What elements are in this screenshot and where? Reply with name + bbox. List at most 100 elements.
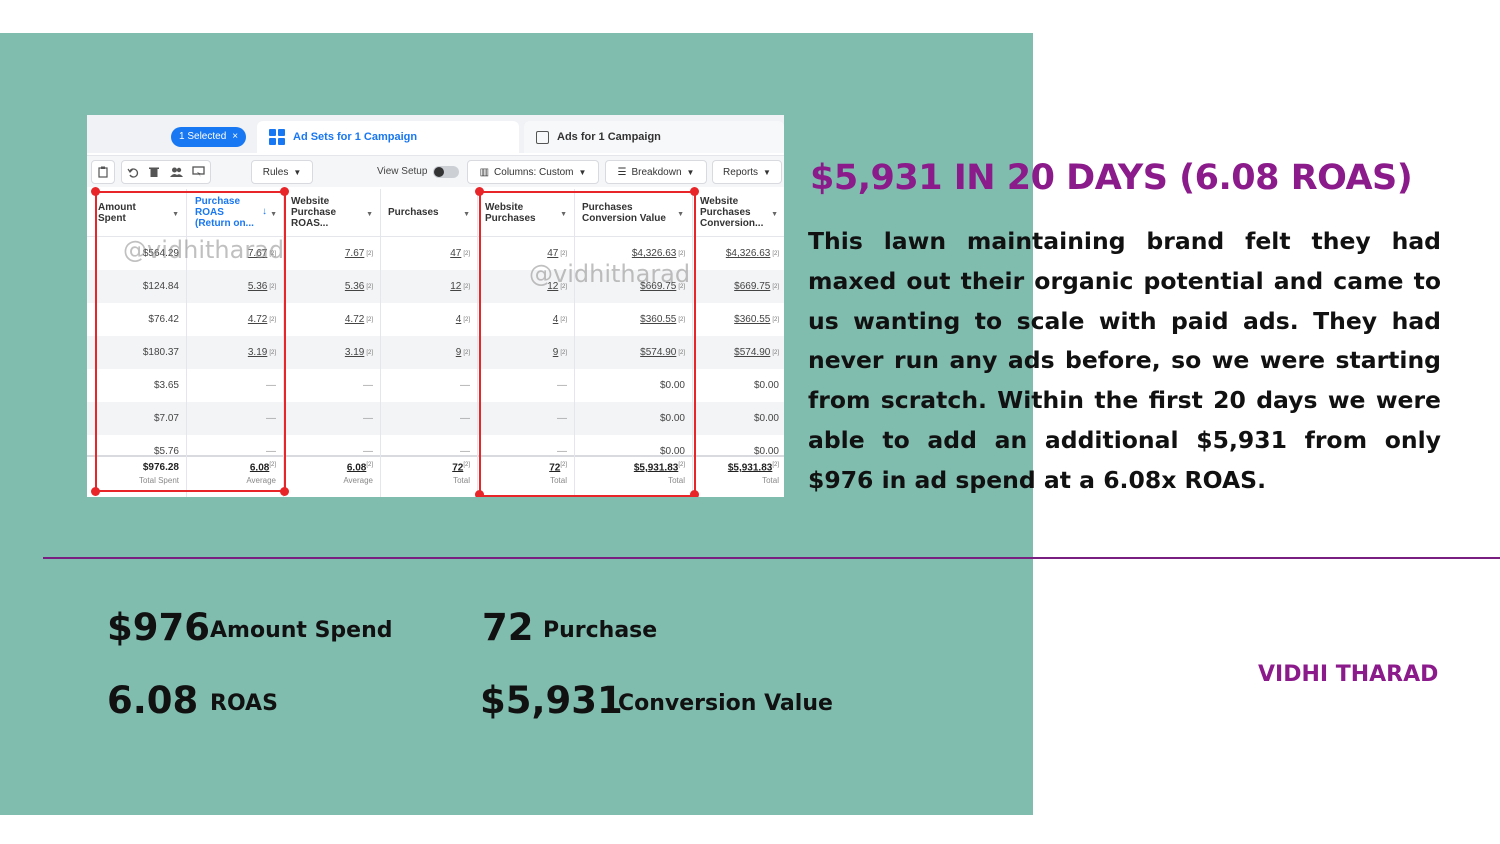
table-cell: 7.67 [2]: [247, 248, 276, 259]
table-cell: $7.07: [153, 413, 179, 424]
table-cell: —: [266, 380, 276, 391]
caret-down-icon: ▼: [293, 167, 302, 177]
footnote-mark: [2]: [560, 349, 567, 356]
stat-roas-value: 6.08: [107, 679, 199, 722]
watermark: @vidhitharad: [529, 260, 691, 288]
table-cell: $5.76: [153, 446, 179, 457]
breakdown-label: Breakdown: [631, 166, 682, 178]
table-row[interactable]: [87, 402, 784, 435]
column-header-amount-spent[interactable]: Amount Spent ▼: [98, 201, 179, 224]
footnote-mark: [2]: [366, 316, 373, 323]
table-cell: $4,326.63 [2]: [725, 248, 779, 259]
column-header-website-purchases[interactable]: Website Purchases ▼: [485, 201, 567, 224]
footnote-mark: [2]: [678, 250, 685, 257]
table-cell: $180.37: [142, 347, 179, 358]
headline: $5,931 IN 20 DAYS (6.08 ROAS): [810, 158, 1413, 198]
table-cell: $0.00: [659, 413, 685, 424]
table-cell: 4 [2]: [552, 314, 567, 325]
section-divider: [43, 557, 1500, 559]
table-cell: 4.72 [2]: [344, 314, 373, 325]
footnote-mark: [2]: [269, 316, 276, 323]
caret-down-icon: ▼: [578, 167, 587, 177]
caret-down-icon: ▼: [366, 211, 373, 218]
columns-icon: ▥: [479, 166, 490, 178]
table-cell: —: [557, 446, 567, 457]
column-divider: [380, 189, 381, 497]
table-cell: $124.84: [142, 281, 179, 292]
footnote-mark: [2]: [463, 250, 470, 257]
reports-button[interactable]: Reports ▼: [712, 160, 782, 184]
table-cell: $669.75 [2]: [734, 281, 779, 292]
edit-actions-group: [121, 160, 211, 184]
trash-icon[interactable]: [148, 166, 160, 178]
total-cell: $5,931.83[2] Total: [633, 462, 685, 486]
table-cell: $76.42: [148, 314, 179, 325]
footnote-mark: [2]: [463, 316, 470, 323]
caret-down-icon: ▼: [771, 211, 778, 218]
caret-down-icon: ▼: [677, 211, 684, 218]
caret-down-icon: ▼: [463, 211, 470, 218]
column-divider: [692, 189, 693, 497]
tab-ad-sets[interactable]: Ad Sets for 1 Campaign: [257, 121, 519, 153]
preview-icon[interactable]: [192, 166, 205, 178]
column-header-website-purchases-conversion[interactable]: Website Purchases Conversion... ▼: [700, 196, 778, 229]
table-cell: 47 [2]: [450, 248, 470, 259]
table-cell: $0.00: [753, 446, 779, 457]
table-cell: 9 [2]: [552, 347, 567, 358]
column-header-purchases-conversion-value[interactable]: Purchases Conversion Value ▼: [582, 201, 684, 224]
highlight-handle: [690, 187, 699, 196]
ad-sets-grid-icon: [269, 129, 285, 145]
selected-pill[interactable]: 1 Selected ×: [171, 127, 247, 147]
stat-amount-spend-label: Amount Spend: [210, 618, 393, 643]
table-row[interactable]: [87, 336, 784, 369]
breakdown-button[interactable]: ☰ Breakdown ▼: [605, 160, 707, 184]
reports-label: Reports: [723, 166, 759, 178]
rules-button[interactable]: Rules ▼: [251, 160, 313, 184]
sort-down-arrow-icon: ↓: [262, 206, 267, 217]
table-cell: $360.55 [2]: [640, 314, 685, 325]
stat-purchase-value: 72: [482, 606, 534, 649]
case-study-description: This lawn maintaining brand felt they ha…: [808, 227, 1441, 494]
duplicate-button[interactable]: [91, 160, 115, 184]
ads-window-icon: [536, 130, 549, 144]
tab-ads[interactable]: Ads for 1 Campaign: [524, 121, 784, 153]
users-icon[interactable]: [169, 166, 183, 178]
column-header-purchases[interactable]: Purchases ▼: [388, 207, 470, 218]
close-icon[interactable]: ×: [232, 131, 239, 142]
footnote-mark: [2]: [560, 283, 567, 290]
columns-button[interactable]: ▥ Columns: Custom ▼: [467, 160, 599, 184]
stat-roas-label: ROAS: [210, 691, 278, 716]
table-cell: 4 [2]: [455, 314, 470, 325]
table-cell: 5.36 [2]: [344, 281, 373, 292]
clipboard-icon: [98, 166, 108, 178]
footnote-mark: [2]: [560, 316, 567, 323]
highlight-handle: [91, 487, 100, 496]
table-cell: —: [266, 413, 276, 424]
total-cell: $976.28 Total Spent: [138, 462, 179, 485]
toolbar: Rules ▼ View Setup ▥ Columns: Custom ▼ ☰…: [87, 155, 784, 187]
highlight-handle: [475, 490, 484, 497]
selected-pill-label: 1 Selected: [179, 131, 227, 142]
footnote-mark: [2]: [366, 349, 373, 356]
table-cell: —: [363, 380, 373, 391]
table-cell: —: [460, 380, 470, 391]
table-row[interactable]: [87, 270, 784, 303]
rules-label: Rules: [262, 166, 289, 178]
column-header-purchase-roas[interactable]: Purchase ROAS (Return on... ↓ ▼: [195, 196, 277, 229]
highlight-handle: [475, 187, 484, 196]
table-cell: $0.00: [753, 380, 779, 391]
total-cell: 72[2] Total: [452, 462, 470, 486]
view-setup-toggle[interactable]: [433, 166, 459, 178]
table-cell: —: [363, 413, 373, 424]
table-cell: —: [363, 446, 373, 457]
table-cell: —: [460, 446, 470, 457]
table-cell: —: [460, 413, 470, 424]
footnote-mark: [2]: [772, 316, 779, 323]
author-name: VIDHI THARAD: [1258, 662, 1439, 687]
footnote-mark: [2]: [772, 283, 779, 290]
highlight-handle: [690, 490, 699, 497]
footnote-mark: [2]: [269, 250, 276, 257]
column-header-website-purchase-roas[interactable]: Website Purchase ROAS... ▼: [291, 196, 373, 229]
undo-icon[interactable]: [127, 166, 139, 178]
tab-ad-sets-label: Ad Sets for 1 Campaign: [293, 131, 418, 143]
